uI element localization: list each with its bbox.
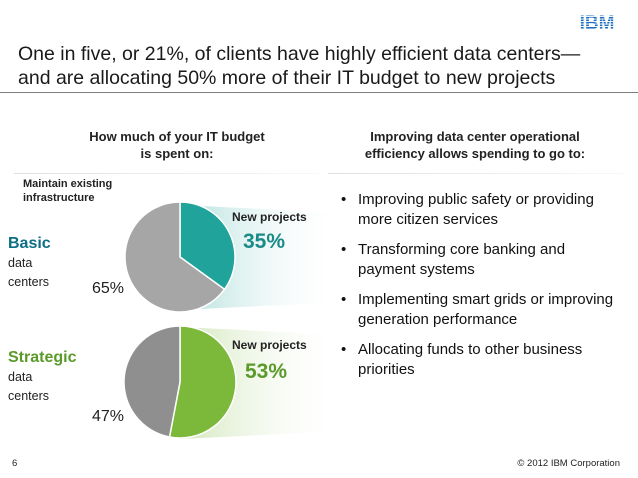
slide-title: One in five, or 21%, of clients have hig…: [18, 42, 618, 90]
strategic-row-label: Strategic data centers: [8, 348, 76, 406]
maintain-label: Maintain existing infrastructure: [23, 177, 112, 205]
basic-pie-slice-maintain: [124, 201, 226, 313]
strategic-sublabel-2: centers: [8, 389, 49, 403]
ibm-logo-text: IBM: [580, 13, 615, 32]
left-panel-heading: How much of your IT budget is spent on:: [52, 128, 302, 162]
right-heading-line-2: efficiency allows spending to go to:: [364, 146, 586, 161]
benefits-list: • Improving public safety or providing mo…: [336, 190, 626, 390]
strategic-sublabel-1: data: [8, 370, 33, 384]
title-divider: [0, 92, 638, 93]
benefit-text: Improving public safety or providing mor…: [358, 191, 594, 228]
benefit-text: Allocating funds to other business prior…: [358, 341, 583, 378]
maintain-label-line-1: Maintain existing: [23, 178, 113, 190]
strategic-pie-slice-new-projects: [168, 325, 237, 439]
basic-pie-slice-new-projects: [179, 201, 236, 291]
basic-new-projects-label: New projects: [232, 210, 307, 224]
strategic-new-projects-label: New projects: [232, 338, 307, 352]
basic-pie-chart: [124, 201, 343, 313]
right-panel-heading: Improving data center operational effici…: [330, 128, 620, 162]
bullet-icon: •: [341, 191, 347, 208]
basic-label: Basic: [8, 235, 51, 252]
bullet-icon: •: [341, 291, 347, 308]
ibm-logo: IBM: [580, 13, 615, 32]
basic-row-label: Basic data centers: [8, 234, 51, 292]
slide-title-line-1: One in five, or 21%, of clients have hig…: [18, 43, 581, 65]
strategic-pie-slice-maintain: [123, 325, 181, 438]
strategic-pie-chart: [123, 325, 343, 439]
maintain-label-line-2: infrastructure: [23, 192, 95, 204]
strategic-other-percent: 47%: [92, 408, 125, 425]
benefit-text: Transforming core banking and payment sy…: [358, 241, 566, 278]
left-panel-divider: [14, 173, 319, 174]
slide-title-line-2: and are allocating 50% more of their IT …: [18, 67, 556, 89]
benefit-item: • Allocating funds to other business prio…: [336, 340, 626, 380]
copyright: © 2012 IBM Corporation: [517, 458, 620, 469]
basic-other-percent: 65%: [92, 280, 125, 297]
benefit-text: Implementing smart grids or improving ge…: [358, 291, 614, 328]
benefit-item: • Improving public safety or providing mo…: [336, 190, 626, 230]
bullet-icon: •: [341, 341, 347, 358]
left-heading-line-1: How much of your IT budget: [89, 129, 265, 144]
basic-sublabel-1: data: [8, 256, 33, 270]
page-number: 6: [12, 458, 18, 469]
left-heading-line-2: is spent on:: [140, 146, 214, 161]
benefit-item: • Implementing smart grids or improving g…: [336, 290, 626, 330]
right-heading-line-1: Improving data center operational: [370, 129, 580, 144]
strategic-new-projects-percent: 53%: [245, 360, 288, 383]
basic-sublabel-2: centers: [8, 275, 49, 289]
right-panel-divider: [328, 173, 624, 174]
basic-new-projects-percent: 35%: [243, 230, 286, 253]
bullet-icon: •: [341, 241, 347, 258]
strategic-label: Strategic: [8, 349, 77, 366]
benefit-item: • Transforming core banking and payment s…: [336, 240, 626, 280]
